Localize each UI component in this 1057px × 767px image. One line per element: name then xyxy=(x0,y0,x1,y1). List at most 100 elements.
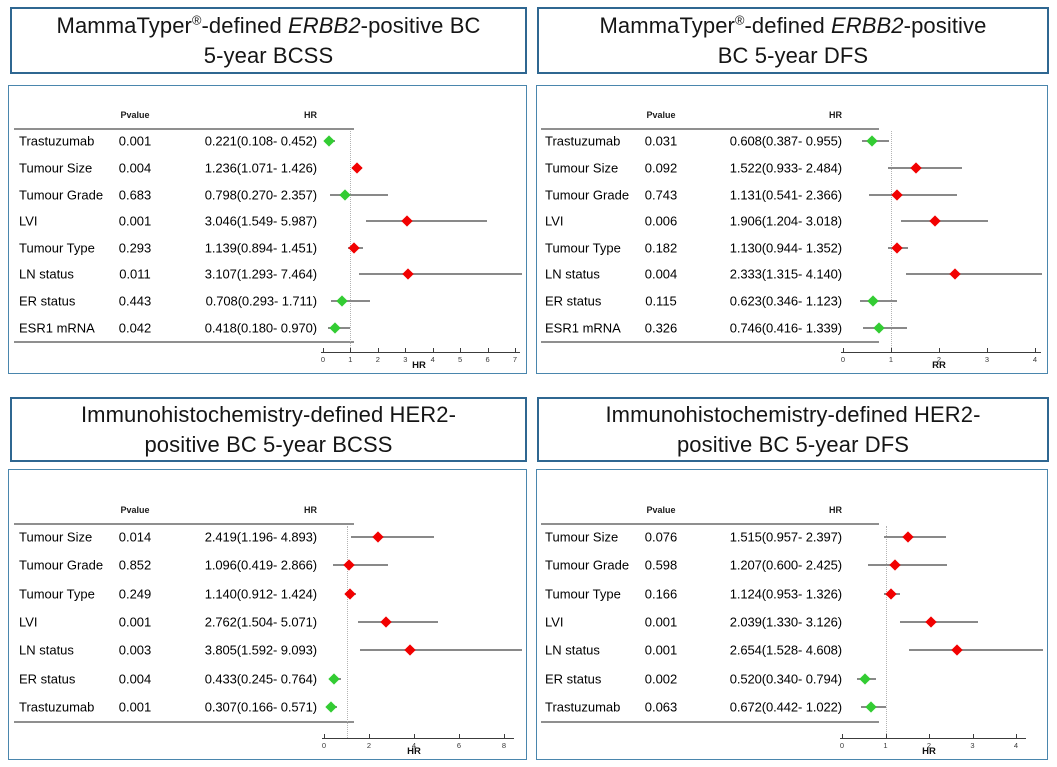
row-pvalue-tumour-size: 0.076 xyxy=(644,529,678,545)
ci-line-tumour-size xyxy=(883,536,947,539)
table-header-rule xyxy=(541,523,879,525)
column-header-pvalue: Pvalue xyxy=(120,505,150,515)
row-label-tumour-type: Tumour Type xyxy=(545,586,621,602)
column-header-hr: HR xyxy=(829,110,842,120)
x-axis-tick-label: 6 xyxy=(456,741,462,750)
row-pvalue-ln-status: 0.003 xyxy=(118,642,152,658)
x-axis-tick xyxy=(432,348,434,352)
panel-title-ihc-bcss: Immunohistochemistry-defined HER2- positi… xyxy=(10,397,527,462)
row-hr-ci-trastuzumab: 0.672(0.442- 1.022) xyxy=(729,699,842,715)
row-pvalue-lvi: 0.001 xyxy=(118,614,152,630)
ci-line-ln-status xyxy=(906,273,1042,276)
hr-marker-esr1-mrna xyxy=(328,322,341,334)
row-hr-ci-tumour-size: 2.419(1.196- 4.893) xyxy=(204,529,317,545)
ci-line-lvi xyxy=(365,220,488,223)
x-axis-label: HR xyxy=(412,360,426,371)
x-axis-tick-label: 3 xyxy=(984,355,990,364)
ci-line-esr1-mrna xyxy=(863,326,908,329)
x-axis-tick xyxy=(891,348,892,352)
row-label-tumour-type: Tumour Type xyxy=(545,240,621,256)
column-header-hr: HR xyxy=(304,110,317,120)
x-axis-tick-label: 0 xyxy=(320,355,326,364)
table-header-rule xyxy=(14,523,354,525)
table-header-rule xyxy=(541,128,879,130)
ci-line-tumour-size xyxy=(887,166,963,169)
x-axis-tick-label: 4 xyxy=(411,741,417,750)
panel-title-mammatyper-dfs: MammaTyper®-defined ERBB2-positive BC 5-y… xyxy=(537,7,1049,74)
x-axis-tick xyxy=(842,734,843,738)
x-axis-tick xyxy=(939,348,940,352)
column-header-pvalue: Pvalue xyxy=(120,110,150,120)
row-hr-ci-tumour-grade: 1.207(0.600- 2.425) xyxy=(729,557,842,573)
x-axis-line xyxy=(840,738,1026,739)
row-pvalue-trastuzumab: 0.001 xyxy=(118,699,152,715)
row-hr-ci-esr1-mrna: 0.418(0.180- 0.970) xyxy=(204,320,317,336)
x-axis-tick xyxy=(324,734,325,738)
row-pvalue-esr1-mrna: 0.042 xyxy=(118,320,152,336)
x-axis-tick-label: 6 xyxy=(485,355,490,364)
x-axis-tick xyxy=(929,734,930,738)
column-header-hr: HR xyxy=(304,505,317,515)
x-axis-tick-label: 1 xyxy=(883,741,888,750)
hr-marker-er-status xyxy=(336,295,349,307)
reference-line-hr1 xyxy=(885,526,887,738)
panel-plot-mammatyper-bcss: Pvalue HR Trastuzumab 0.001 0.221(0.108- 0.4… xyxy=(8,85,527,374)
reference-line-hr1 xyxy=(891,131,892,352)
row-label-trastuzumab: Trastuzumab xyxy=(19,133,95,149)
row-hr-ci-tumour-grade: 1.131(0.541- 2.366) xyxy=(729,187,842,203)
row-pvalue-trastuzumab: 0.031 xyxy=(644,133,678,149)
x-axis-tick-label: 3 xyxy=(403,355,408,364)
hr-marker-trastuzumab xyxy=(325,701,337,713)
panel-plot-ihc-dfs: Pvalue HR Tumour Size 0.076 1.515(0.957- 2.3… xyxy=(536,469,1048,760)
x-axis-tick xyxy=(459,734,460,738)
x-axis-tick xyxy=(377,348,379,352)
x-axis-tick-label: 4 xyxy=(1013,741,1019,750)
hr-marker-tumour-grade xyxy=(888,559,901,572)
row-hr-ci-lvi: 2.039(1.330- 3.126) xyxy=(729,614,842,630)
row-pvalue-lvi: 0.006 xyxy=(644,213,678,229)
row-label-er-status: ER status xyxy=(545,671,602,687)
x-axis-tick xyxy=(487,348,489,352)
row-hr-ci-tumour-type: 1.140(0.912- 1.424) xyxy=(204,586,317,602)
row-label-lvi: LVI xyxy=(545,213,564,229)
ci-line-tumour-grade xyxy=(333,564,389,567)
panel-title-text: MammaTyper®-defined ERBB2-positive BC 5-y… xyxy=(599,13,987,68)
row-pvalue-ln-status: 0.001 xyxy=(644,642,678,658)
x-axis-tick xyxy=(369,734,370,738)
row-label-tumour-grade: Tumour Grade xyxy=(19,557,104,573)
hr-marker-ln-status xyxy=(402,268,414,281)
row-hr-ci-tumour-type: 1.130(0.944- 1.352) xyxy=(729,240,842,256)
row-label-tumour-size: Tumour Size xyxy=(19,160,93,176)
ci-line-ln-status xyxy=(358,273,522,276)
ci-line-lvi xyxy=(899,621,978,623)
x-axis-line xyxy=(322,738,514,739)
row-label-er-status: ER status xyxy=(19,293,76,309)
x-axis-tick xyxy=(885,734,887,738)
x-axis-tick-label: 1 xyxy=(888,355,894,364)
row-hr-ci-ln-status: 2.333(1.315- 4.140) xyxy=(729,266,842,282)
x-axis-tick xyxy=(972,734,974,738)
row-hr-ci-lvi: 2.762(1.504- 5.071) xyxy=(204,614,317,630)
row-pvalue-tumour-grade: 0.743 xyxy=(644,187,678,203)
row-label-tumour-grade: Tumour Grade xyxy=(545,557,630,573)
hr-marker-er-status xyxy=(328,672,340,685)
x-axis-tick-label: 0 xyxy=(839,741,845,750)
x-axis-tick-label: 4 xyxy=(430,355,435,364)
hr-marker-tumour-grade xyxy=(343,559,355,572)
row-hr-ci-tumour-size: 1.515(0.957- 2.397) xyxy=(729,529,842,545)
hr-marker-esr1-mrna xyxy=(873,322,885,334)
row-hr-ci-tumour-grade: 1.096(0.419- 2.866) xyxy=(204,557,317,573)
row-pvalue-esr1-mrna: 0.326 xyxy=(644,320,678,336)
x-axis-tick xyxy=(1016,734,1017,738)
row-hr-ci-trastuzumab: 0.221(0.108- 0.452) xyxy=(204,133,317,149)
ci-line-tumour-grade xyxy=(868,564,948,567)
row-label-trastuzumab: Trastuzumab xyxy=(545,699,621,715)
row-label-lvi: LVI xyxy=(19,213,38,229)
row-pvalue-tumour-type: 0.182 xyxy=(644,240,678,256)
table-bottom-rule xyxy=(541,341,879,343)
row-label-trastuzumab: Trastuzumab xyxy=(19,699,95,715)
row-label-ln-status: LN status xyxy=(19,642,74,658)
row-label-ln-status: LN status xyxy=(19,266,74,282)
hr-marker-tumour-type xyxy=(891,242,903,254)
